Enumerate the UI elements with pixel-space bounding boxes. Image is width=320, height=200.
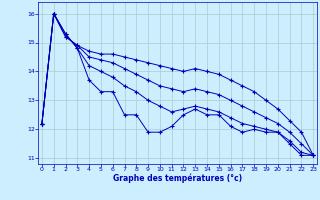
X-axis label: Graphe des températures (°c): Graphe des températures (°c) <box>113 174 242 183</box>
